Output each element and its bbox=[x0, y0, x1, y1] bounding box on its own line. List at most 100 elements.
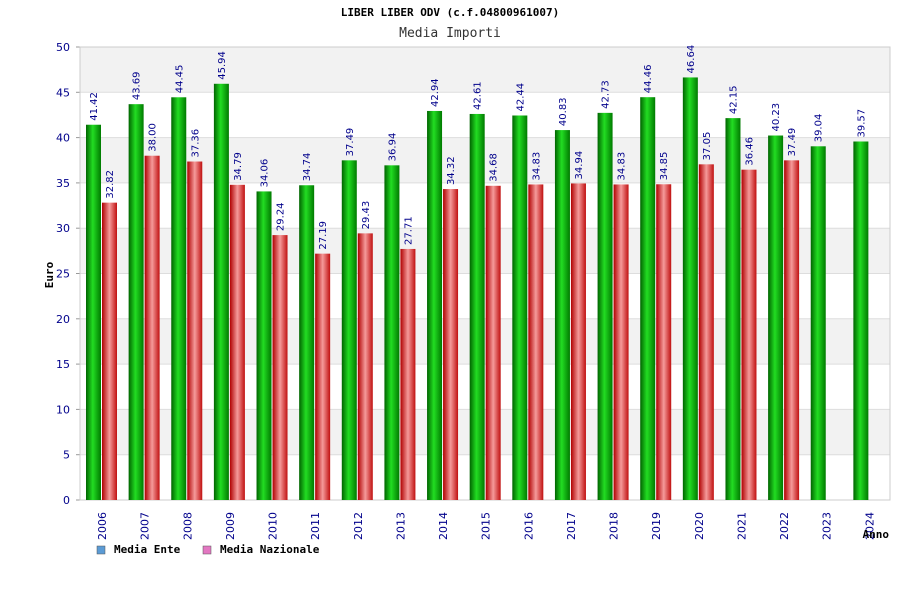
value-label: 40.83 bbox=[558, 97, 569, 126]
legend-label-media-nazionale: Media Nazionale bbox=[220, 543, 320, 556]
value-label: 36.94 bbox=[387, 133, 398, 162]
value-label: 38.00 bbox=[148, 123, 159, 152]
bar-media-ente bbox=[213, 83, 229, 500]
legend-label-media-ente: Media Ente bbox=[114, 543, 181, 556]
bar-media-ente bbox=[469, 113, 485, 500]
value-label: 42.73 bbox=[601, 80, 612, 109]
x-tick-label: 2019 bbox=[650, 512, 663, 540]
bar-media-ente bbox=[810, 146, 826, 500]
y-tick-label: 10 bbox=[56, 403, 70, 416]
bar-media-nazionale bbox=[400, 248, 416, 500]
x-tick-label: 2022 bbox=[778, 512, 791, 540]
value-label: 34.94 bbox=[574, 151, 585, 180]
x-tick-label: 2023 bbox=[821, 512, 834, 540]
value-label: 45.94 bbox=[217, 51, 228, 80]
x-tick-label: 2018 bbox=[608, 512, 621, 540]
bar-media-nazionale bbox=[272, 235, 288, 500]
y-tick-label: 30 bbox=[56, 222, 70, 235]
x-tick-label: 2012 bbox=[352, 512, 365, 540]
y-tick-label: 15 bbox=[56, 358, 70, 371]
value-label: 39.04 bbox=[814, 114, 825, 143]
value-label: 37.49 bbox=[787, 128, 798, 157]
value-label: 44.46 bbox=[643, 65, 654, 94]
x-tick-label: 2017 bbox=[565, 512, 578, 540]
value-label: 29.43 bbox=[361, 201, 372, 230]
x-tick-label: 2021 bbox=[735, 512, 748, 540]
value-label: 27.19 bbox=[318, 221, 329, 250]
x-tick-label: 2007 bbox=[139, 512, 152, 540]
value-label: 37.36 bbox=[190, 129, 201, 158]
plot-band bbox=[80, 47, 890, 93]
value-label: 42.44 bbox=[515, 83, 526, 112]
y-tick-label: 45 bbox=[56, 86, 70, 99]
chart-subtitle: Media Importi bbox=[399, 26, 501, 41]
bar-media-nazionale bbox=[784, 160, 800, 500]
bar-media-ente bbox=[512, 115, 528, 501]
value-label: 42.94 bbox=[430, 78, 441, 107]
legend-swatch-media-nazionale bbox=[202, 545, 212, 555]
value-label: 46.64 bbox=[686, 45, 697, 74]
value-label: 34.79 bbox=[233, 152, 244, 181]
bar-media-ente bbox=[256, 191, 272, 501]
plot-border bbox=[79, 46, 891, 501]
x-tick-label: 2024 bbox=[863, 512, 876, 540]
legend: Media Ente Media Nazionale bbox=[96, 543, 320, 556]
x-tick-label: 2015 bbox=[480, 512, 493, 540]
plot-band bbox=[80, 92, 890, 138]
bar-media-ente bbox=[853, 141, 869, 501]
bar-media-nazionale bbox=[315, 253, 331, 500]
value-label: 39.57 bbox=[856, 109, 867, 138]
y-axis-ticks: 0 5 10 15 20 25 30 35 40 45 50 bbox=[56, 41, 70, 507]
value-label: 34.68 bbox=[489, 153, 500, 182]
bar-media-nazionale bbox=[229, 184, 245, 500]
bar-media-nazionale bbox=[443, 189, 459, 501]
bar-media-nazionale bbox=[144, 155, 160, 500]
value-label: 34.74 bbox=[302, 153, 313, 182]
y-tick-label: 35 bbox=[56, 177, 70, 190]
value-label: 41.42 bbox=[89, 92, 100, 121]
value-labels: 41.42 32.82 43.69 38.00 44.45 37.36 45.94 34.79… bbox=[89, 45, 867, 250]
bar-media-nazionale bbox=[570, 183, 586, 500]
bar-media-ente bbox=[171, 97, 187, 501]
y-tick-label: 40 bbox=[56, 132, 70, 145]
bar-media-nazionale bbox=[613, 184, 629, 501]
value-label: 36.46 bbox=[744, 137, 755, 166]
x-axis-label: Anno bbox=[863, 528, 890, 541]
bar-media-nazionale bbox=[485, 185, 501, 500]
value-label: 44.45 bbox=[174, 65, 185, 94]
x-tick-label: 2013 bbox=[394, 512, 407, 540]
bar-media-ente bbox=[768, 135, 784, 500]
bar-media-nazionale bbox=[698, 164, 714, 500]
value-label: 42.15 bbox=[728, 85, 739, 114]
x-tick-label: 2014 bbox=[437, 512, 450, 540]
y-tick-label: 20 bbox=[56, 313, 70, 326]
value-label: 34.32 bbox=[446, 156, 457, 185]
value-label: 40.23 bbox=[771, 103, 782, 132]
value-label: 29.24 bbox=[276, 202, 287, 231]
value-label: 34.85 bbox=[659, 152, 670, 181]
value-label: 32.82 bbox=[105, 170, 116, 199]
bar-media-ente bbox=[554, 130, 570, 500]
value-label: 34.83 bbox=[617, 152, 628, 181]
x-tick-label: 2016 bbox=[522, 512, 535, 540]
bar-media-nazionale bbox=[528, 184, 544, 501]
y-tick-label: 5 bbox=[63, 449, 70, 462]
x-tick-label: 2010 bbox=[267, 512, 280, 540]
x-tick-label: 2011 bbox=[309, 512, 322, 540]
bar-media-ente bbox=[86, 124, 101, 500]
bar-media-ente bbox=[682, 77, 698, 501]
x-tick-label: 2008 bbox=[181, 512, 194, 540]
bar-media-ente bbox=[128, 104, 144, 500]
legend-swatch-media-ente bbox=[96, 545, 106, 555]
bar-media-nazionale bbox=[187, 161, 203, 500]
bar-media-nazionale bbox=[656, 184, 672, 500]
x-tick-label: 2006 bbox=[96, 512, 109, 540]
value-label: 42.61 bbox=[473, 81, 484, 110]
x-tick-label: 2009 bbox=[224, 512, 237, 540]
value-label: 43.69 bbox=[132, 72, 143, 101]
y-tick-label: 50 bbox=[56, 41, 70, 54]
chart-title: LIBER LIBER ODV (c.f.04800961007) bbox=[341, 6, 560, 19]
bar-media-nazionale bbox=[102, 202, 117, 500]
y-tick-label: 0 bbox=[63, 494, 70, 507]
